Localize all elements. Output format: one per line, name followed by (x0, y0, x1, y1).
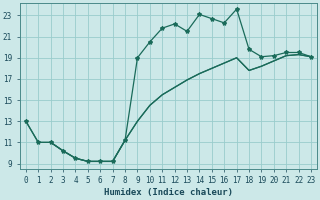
X-axis label: Humidex (Indice chaleur): Humidex (Indice chaleur) (104, 188, 233, 197)
